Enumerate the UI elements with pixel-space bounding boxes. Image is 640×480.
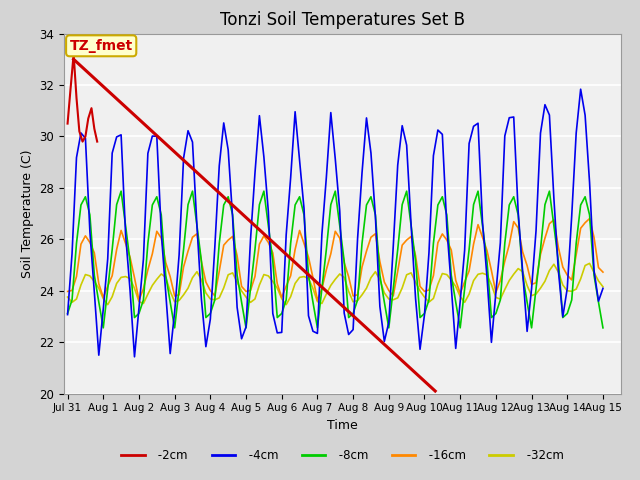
Legend:  -2cm,  -4cm,  -8cm,  -16cm,  -32cm: -2cm, -4cm, -8cm, -16cm, -32cm xyxy=(116,444,568,467)
Title: Tonzi Soil Temperatures Set B: Tonzi Soil Temperatures Set B xyxy=(220,11,465,29)
Text: TZ_fmet: TZ_fmet xyxy=(70,39,133,53)
Y-axis label: Soil Temperature (C): Soil Temperature (C) xyxy=(20,149,34,278)
X-axis label: Time: Time xyxy=(327,419,358,432)
